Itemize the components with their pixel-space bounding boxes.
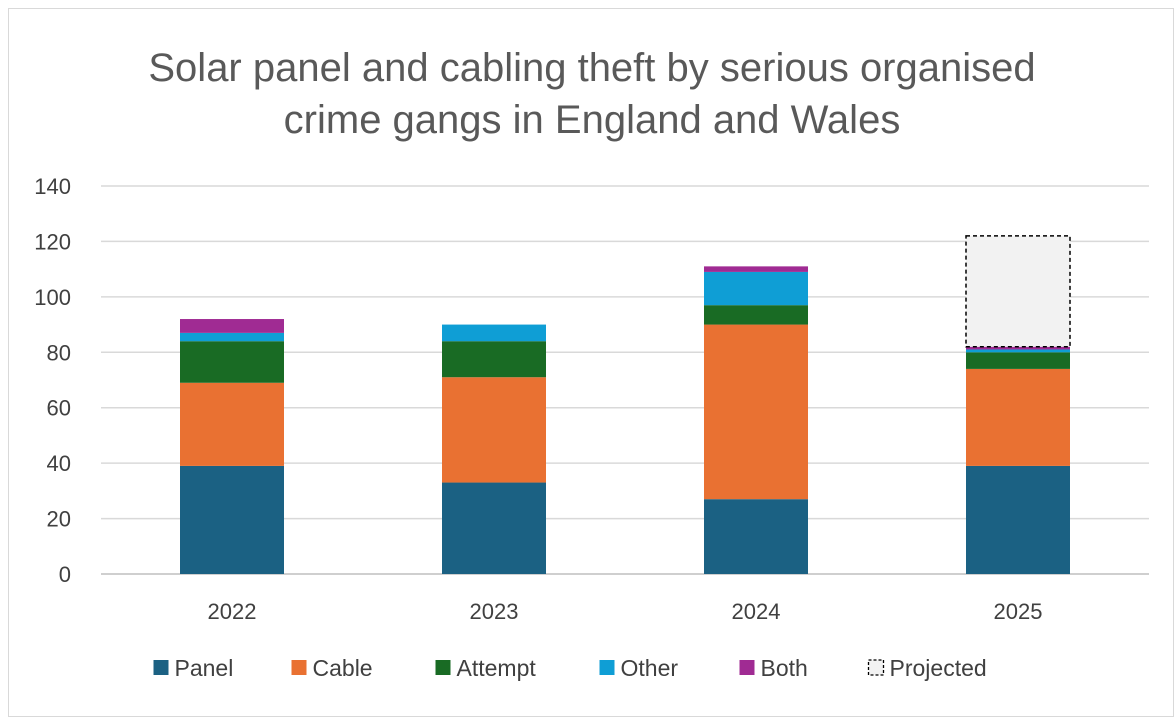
y-tick-label: 60 bbox=[47, 396, 71, 421]
x-tick-label: 2024 bbox=[732, 599, 781, 624]
bar-segment-both-2025 bbox=[966, 346, 1070, 350]
x-tick-label: 2022 bbox=[208, 599, 257, 624]
bar-segment-other-2023 bbox=[442, 324, 546, 342]
legend-label-both: Both bbox=[761, 655, 808, 681]
legend-label-other: Other bbox=[621, 655, 679, 681]
bar-segment-panel-2025 bbox=[966, 465, 1070, 574]
bar-segment-cable-2024 bbox=[704, 324, 808, 500]
x-tick-label: 2023 bbox=[470, 599, 519, 624]
chart-frame: Solar panel and cabling theft by serious… bbox=[8, 8, 1174, 717]
chart-title-line-1: Solar panel and cabling theft by serious… bbox=[148, 46, 1035, 90]
x-axis-tick-labels: 2022 2023 2024 2025 bbox=[208, 599, 1043, 624]
legend-swatch-cable bbox=[291, 660, 307, 675]
bar-segment-cable-2025 bbox=[966, 368, 1070, 466]
y-tick-label: 40 bbox=[47, 451, 71, 476]
bar-segment-panel-2022 bbox=[180, 465, 284, 574]
legend-swatch-both bbox=[739, 660, 755, 675]
legend-label-cable: Cable bbox=[313, 655, 373, 681]
bar-segment-attempt-2022 bbox=[180, 341, 284, 383]
bar-segment-cable-2023 bbox=[442, 377, 546, 483]
y-tick-label: 120 bbox=[34, 229, 71, 254]
y-tick-label: 100 bbox=[34, 285, 71, 310]
legend-swatch-attempt bbox=[435, 660, 451, 675]
bar-segment-projected-2025 bbox=[965, 235, 1071, 348]
bar-segment-other-2025 bbox=[966, 349, 1070, 353]
bar-segment-both-2024 bbox=[704, 266, 808, 272]
y-tick-label: 140 bbox=[34, 174, 71, 199]
legend-label-attempt: Attempt bbox=[457, 655, 537, 681]
y-tick-label: 80 bbox=[47, 340, 71, 365]
legend-swatch-other bbox=[599, 660, 615, 675]
legend-label-panel: Panel bbox=[175, 655, 234, 681]
legend-swatch-projected bbox=[867, 659, 885, 676]
chart-title-line-2: crime gangs in England and Wales bbox=[284, 98, 901, 142]
legend: Panel Cable Attempt Other Both Projected bbox=[153, 655, 987, 681]
bar-segment-attempt-2025 bbox=[966, 352, 1070, 369]
x-tick-label: 2025 bbox=[994, 599, 1043, 624]
legend-label-projected: Projected bbox=[890, 655, 987, 681]
y-tick-label: 0 bbox=[59, 562, 71, 587]
bar-segment-attempt-2024 bbox=[704, 305, 808, 325]
bars bbox=[180, 235, 1071, 574]
bar-segment-other-2022 bbox=[180, 332, 284, 342]
bar-segment-panel-2023 bbox=[442, 482, 546, 574]
bar-segment-both-2022 bbox=[180, 319, 284, 333]
legend-swatch-panel bbox=[153, 660, 169, 675]
y-axis-tick-labels: 0 20 40 60 80 100 120 140 bbox=[34, 174, 71, 587]
chart-svg: Solar panel and cabling theft by serious… bbox=[34, 46, 1149, 681]
bar-segment-attempt-2023 bbox=[442, 341, 546, 378]
bar-segment-cable-2022 bbox=[180, 382, 284, 466]
y-tick-label: 20 bbox=[47, 507, 71, 532]
chart-title: Solar panel and cabling theft by serious… bbox=[148, 46, 1035, 142]
bar-segment-other-2024 bbox=[704, 271, 808, 306]
bar-segment-panel-2024 bbox=[704, 499, 808, 574]
